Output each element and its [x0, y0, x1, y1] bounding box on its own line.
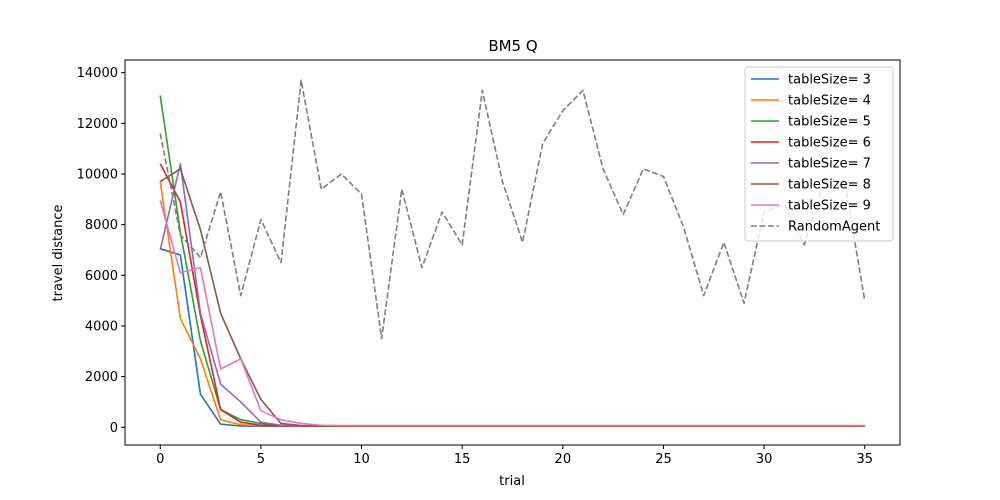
x-axis-label: trial: [499, 474, 525, 489]
chart-title: BM5 Q: [488, 37, 537, 55]
y-tick-label: 8000: [85, 218, 118, 233]
legend-label: tableSize= 9: [788, 199, 871, 214]
legend-label: RandomAgent: [788, 220, 880, 235]
y-tick-label: 6000: [85, 269, 118, 284]
x-tick-label: 35: [856, 452, 873, 467]
series-line-randomagent: [159, 79, 866, 340]
y-axis: 0 2000 4000 6000 8000 10000 12000 14000: [77, 66, 125, 436]
x-tick-label: 5: [257, 452, 265, 467]
y-tick-label: 14000: [77, 66, 118, 81]
legend-box: [744, 66, 894, 242]
y-tick-label: 0: [110, 421, 118, 436]
x-tick-label: 10: [353, 452, 370, 467]
x-tick-label: 15: [454, 452, 471, 467]
x-tick-label: 25: [655, 452, 672, 467]
y-tick-label: 10000: [77, 167, 118, 182]
y-tick-label: 4000: [85, 319, 118, 334]
x-tick-label: 20: [555, 452, 572, 467]
y-tick-label: 2000: [85, 370, 118, 385]
legend-label: tableSize= 4: [788, 94, 871, 109]
legend-label: tableSize= 5: [788, 115, 871, 130]
y-tick-label: 12000: [77, 117, 118, 132]
series-line-tablesize-9: [159, 200, 865, 427]
legend-label: tableSize= 6: [788, 136, 871, 151]
legend: tableSize= 3 tableSize= 4 tableSize= 5 tabl…: [744, 66, 894, 242]
legend-label: tableSize= 7: [788, 157, 871, 172]
x-axis: 0 5 10 15 20 25 30 35: [156, 445, 873, 467]
series-line-tablesize-3: [159, 247, 865, 428]
legend-label: tableSize= 8: [788, 178, 871, 193]
legend-label: tableSize= 3: [788, 73, 871, 88]
x-tick-label: 30: [756, 452, 773, 467]
y-axis-label: travel distance: [51, 205, 66, 302]
x-tick-label: 0: [156, 452, 164, 467]
plot-frame: [124, 59, 901, 446]
plot-area: [159, 79, 866, 428]
